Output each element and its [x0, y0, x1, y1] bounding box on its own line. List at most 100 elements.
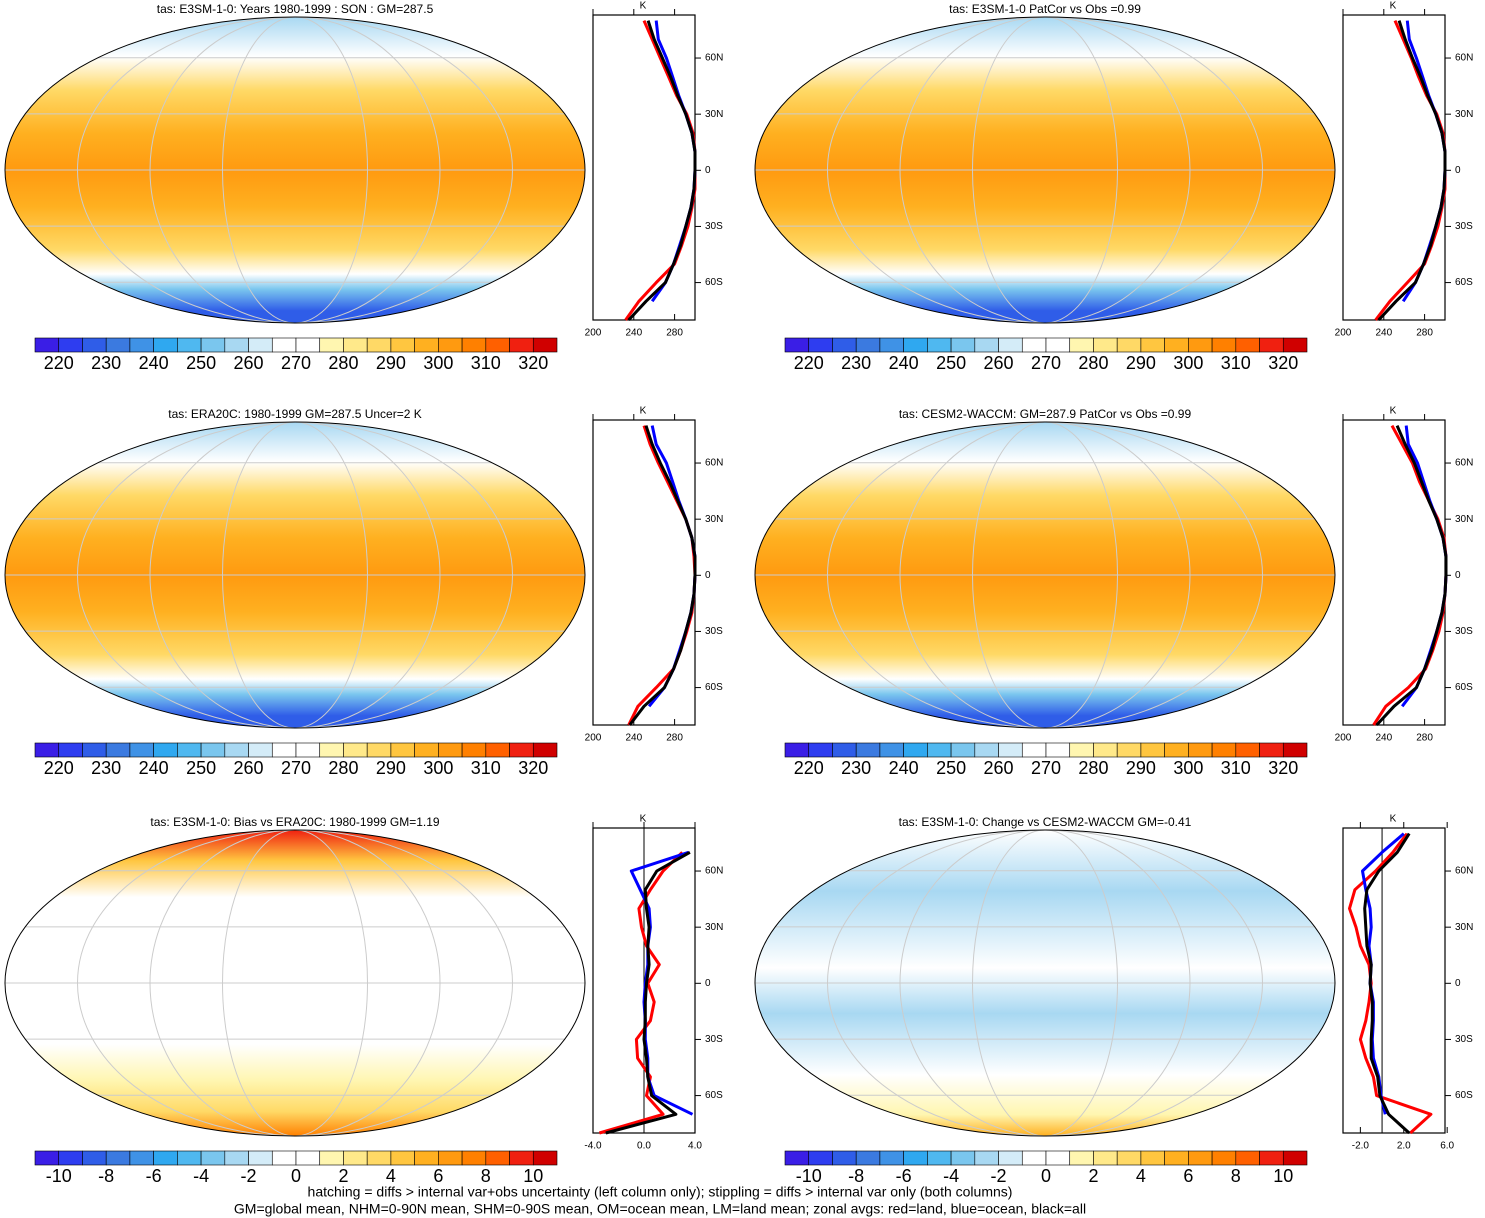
y-tick-label: 60S — [1455, 277, 1473, 288]
colorbar-box — [927, 1150, 952, 1166]
colorbar-box — [1116, 742, 1142, 758]
colorbar-box — [1116, 337, 1142, 353]
colorbar-label: 270 — [1031, 758, 1061, 778]
colorbar-label: 270 — [281, 758, 311, 778]
colorbar-box — [879, 1150, 904, 1166]
colorbar-box — [129, 337, 154, 353]
colorbar-box — [832, 1150, 857, 1166]
colorbar-box — [927, 337, 952, 353]
y-tick-label: 30N — [705, 109, 723, 120]
zonal-line — [650, 20, 697, 303]
y-tick-label: 0 — [1455, 570, 1461, 581]
colorbar-label: 10 — [1273, 1166, 1293, 1186]
colorbar-box — [1045, 1150, 1071, 1166]
x-tick-label: 200 — [585, 328, 602, 339]
colorbar-label: 260 — [234, 353, 264, 373]
footer-note: GM=global mean, NHM=0-90N mean, SHM=0-90… — [234, 1201, 1086, 1217]
colorbar-box — [390, 337, 415, 353]
y-tick-label: 60S — [705, 277, 723, 288]
colorbar-box — [366, 337, 392, 353]
graticule — [972, 17, 1118, 323]
colorbar-label: 320 — [518, 353, 548, 373]
map-border — [754, 421, 1336, 729]
colorbar-box — [1021, 742, 1047, 758]
zonal-line — [1374, 19, 1447, 321]
colorbar-box — [1259, 337, 1284, 353]
colorbar-box — [974, 742, 999, 758]
x-tick-label: 280 — [666, 733, 683, 744]
map — [755, 422, 1335, 728]
y-tick-label: 30N — [1455, 109, 1473, 120]
colorbar-label: 260 — [984, 758, 1014, 778]
y-tick-label: 60S — [1455, 682, 1473, 693]
x-axis-label: K — [1390, 1, 1397, 12]
colorbar-box — [1045, 742, 1071, 758]
y-tick-label: 30S — [705, 1034, 723, 1045]
y-tick-label: 0 — [1455, 978, 1461, 989]
colorbar-box — [129, 742, 154, 758]
colorbar-label: 220 — [794, 353, 824, 373]
colorbar-box — [414, 742, 439, 758]
graticule — [77, 17, 513, 323]
colorbar-label: 250 — [936, 758, 966, 778]
colorbar-box — [1235, 1150, 1260, 1166]
colorbar-box — [950, 337, 976, 353]
colorbar-label: -8 — [848, 1166, 864, 1186]
colorbar-box — [1211, 337, 1237, 353]
x-tick-label: 240 — [1375, 733, 1392, 744]
colorbar-box — [903, 742, 928, 758]
colorbar-box — [998, 1150, 1023, 1166]
y-tick-label: 60N — [705, 458, 723, 469]
colorbar-box — [509, 742, 534, 758]
colorbar-box — [82, 337, 107, 353]
colorbar-label: 290 — [376, 758, 406, 778]
x-axis-label: K — [1390, 814, 1397, 825]
x-axis-label: K — [640, 1, 647, 12]
colorbar-box — [832, 337, 857, 353]
graticule — [77, 422, 513, 728]
zonal-frame — [1342, 827, 1446, 1134]
x-tick-label: 240 — [625, 733, 642, 744]
colorbar-box — [1164, 742, 1189, 758]
colorbar-label: -8 — [98, 1166, 114, 1186]
footer-note: hatching = diffs > internal var+obs unce… — [308, 1184, 1013, 1200]
colorbar-box — [34, 337, 60, 353]
colorbar-box — [366, 742, 392, 758]
y-tick-label: 60S — [1455, 1090, 1473, 1101]
colorbar-label: 10 — [523, 1166, 543, 1186]
colorbar-box — [509, 337, 534, 353]
y-tick-label: 30N — [705, 922, 723, 933]
colorbar-label: -2 — [241, 1166, 257, 1186]
colorbar-box — [129, 1150, 154, 1166]
colorbar-label: 0 — [291, 1166, 301, 1186]
panel-title: tas: ERA20C: 1980-1999 GM=287.5 Uncer=2 … — [168, 407, 421, 421]
colorbar-label: 220 — [44, 353, 74, 373]
colorbar-box — [903, 1150, 928, 1166]
colorbar-box — [177, 742, 202, 758]
zonal-line — [1372, 424, 1448, 726]
graticule — [77, 830, 513, 1136]
y-tick-label: 60N — [705, 866, 723, 877]
colorbar-box — [1045, 337, 1071, 353]
colorbar-label: 240 — [889, 353, 919, 373]
colorbar-label: 250 — [186, 758, 216, 778]
colorbar-box — [855, 742, 881, 758]
colorbar-label: 290 — [376, 353, 406, 373]
zonal-line — [624, 19, 697, 321]
x-tick-label: 0.0 — [637, 1141, 651, 1152]
x-tick-label: -2.0 — [1352, 1141, 1370, 1152]
colorbar-box — [224, 337, 249, 353]
colorbar-box — [832, 742, 857, 758]
colorbar-box — [808, 742, 833, 758]
zonal-line — [1363, 832, 1411, 1135]
colorbar-label: 310 — [1221, 758, 1251, 778]
colorbar-box — [390, 1150, 415, 1166]
x-tick-label: 240 — [1375, 328, 1392, 339]
colorbar-box — [248, 1150, 273, 1166]
colorbar-box — [855, 1150, 881, 1166]
colorbar-label: 290 — [1126, 353, 1156, 373]
colorbar-box — [390, 742, 415, 758]
colorbar-label: -4 — [193, 1166, 209, 1186]
colorbar-label: 250 — [936, 353, 966, 373]
zonal-line — [1377, 20, 1447, 322]
